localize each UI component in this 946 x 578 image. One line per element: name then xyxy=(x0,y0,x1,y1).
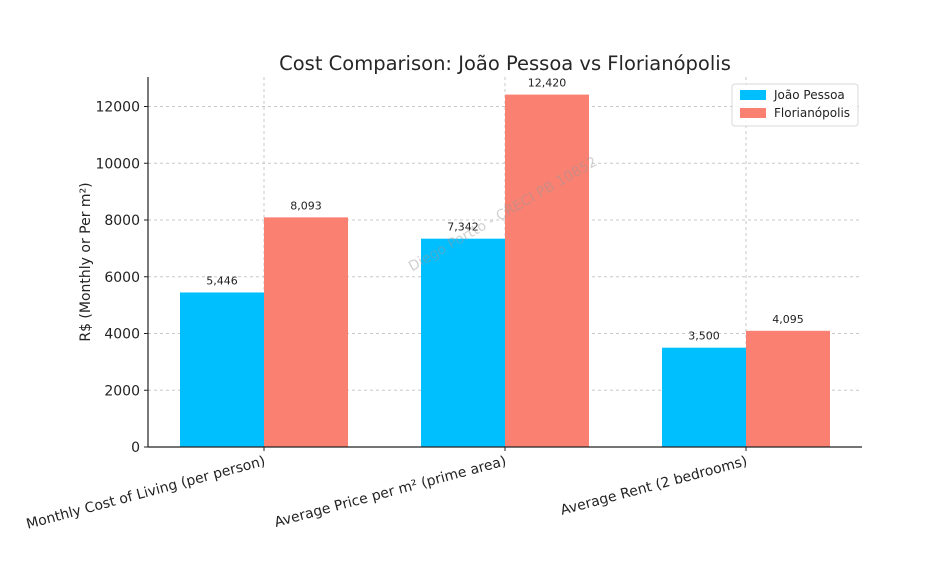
data-label-florianopolis: 4,095 xyxy=(772,313,804,326)
y-axis-title: R$ (Monthly or Per m²) xyxy=(78,182,94,341)
bar-joao-pessoa-monthly-cost-of-living-per-person xyxy=(180,292,264,447)
legend-swatch-florianopolis xyxy=(740,108,766,118)
data-label-joao-pessoa: 7,342 xyxy=(447,221,479,234)
data-label-joao-pessoa: 5,446 xyxy=(206,274,238,287)
ticks: 0 2000 4000 6000 8000 10000 12000 Monthly Cost … xyxy=(25,100,749,533)
y-tick-label: 0 xyxy=(131,440,140,456)
data-label-florianopolis: 8,093 xyxy=(290,199,322,212)
bar-florianopolis-average-price-per-m-prime-area xyxy=(505,94,589,447)
x-tick-label-average-price-per-m-prime-area: Average Price per m² (prime area) xyxy=(273,453,508,530)
bar-florianopolis-average-rent-2-bedrooms xyxy=(746,330,830,447)
legend-label-florianopolis: Florianópolis xyxy=(774,106,850,120)
bars xyxy=(180,94,830,447)
legend-label-joao-pessoa: João Pessoa xyxy=(773,88,845,102)
y-tick-label: 2000 xyxy=(104,383,140,399)
bar-joao-pessoa-average-price-per-m-prime-area xyxy=(421,238,505,447)
y-tick-label: 4000 xyxy=(104,327,140,343)
legend: João Pessoa Florianópolis xyxy=(731,83,859,127)
y-tick-label: 12000 xyxy=(95,100,140,116)
bar-florianopolis-monthly-cost-of-living-per-person xyxy=(264,217,348,447)
x-tick-label-monthly-cost-of-living-per-person: Monthly Cost of Living (per person) xyxy=(25,453,267,532)
legend-swatch-joao-pessoa xyxy=(740,90,766,100)
data-labels: 5,446 7,342 3,500 8,093 12,420 4,095 xyxy=(206,77,804,343)
chart-title: Cost Comparison: João Pessoa vs Florianó… xyxy=(279,52,731,75)
y-tick-label: 10000 xyxy=(95,156,140,172)
x-tick-label-average-rent-2-bedrooms: Average Rent (2 bedrooms) xyxy=(559,453,749,518)
data-label-florianopolis: 12,420 xyxy=(528,77,567,90)
data-label-joao-pessoa: 3,500 xyxy=(688,330,720,343)
bar-joao-pessoa-average-rent-2-bedrooms xyxy=(662,347,746,447)
y-tick-label: 8000 xyxy=(104,213,140,229)
y-tick-label: 6000 xyxy=(104,270,140,286)
